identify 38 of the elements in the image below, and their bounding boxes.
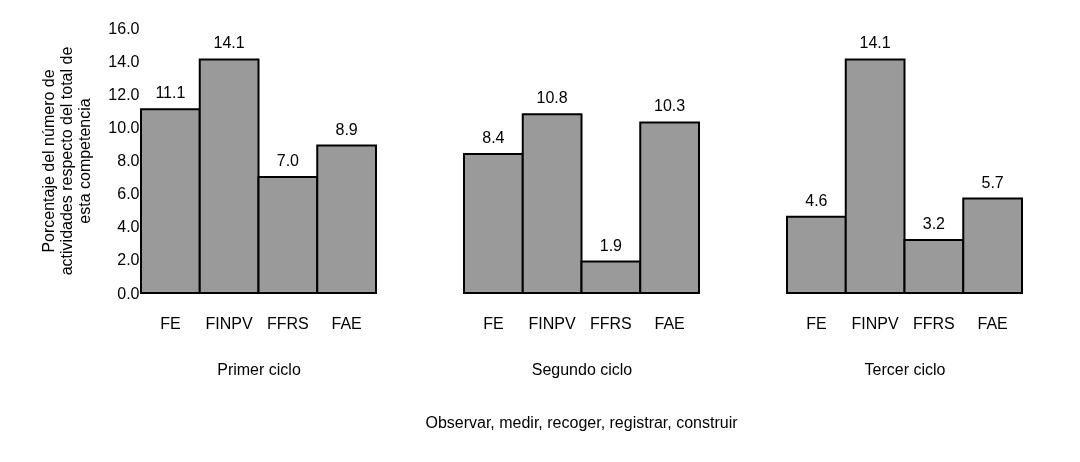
data-label: 1.9 (599, 236, 623, 254)
data-label: 4.6 (805, 191, 828, 209)
data-label: 3.2 (922, 215, 946, 232)
y-tick-label: 4.0 (117, 218, 140, 236)
x-tick-label: FAE (654, 314, 685, 332)
data-label: 8.4 (482, 128, 505, 146)
data-label: 11.1 (155, 84, 186, 102)
y-tick-label: 12.0 (108, 85, 140, 103)
x-tick-label: FE (483, 314, 504, 332)
data-label: 14.1 (859, 34, 891, 52)
x-axis-title: Tercer ciclo (864, 360, 946, 378)
x-axis-title: Primer ciclo (217, 360, 301, 378)
x-tick-label: FAE (977, 314, 1008, 332)
x-tick-label: FE (160, 314, 181, 332)
y-tick-label: 8.0 (117, 152, 140, 169)
data-label: 5.7 (981, 173, 1004, 191)
x-tick-label: FINPV (528, 314, 577, 332)
x-tick-label: FINPV (205, 314, 254, 332)
text: Observar, medir, recoger, registrar, construir (425, 414, 739, 431)
x-tick-label: FFRS (266, 314, 309, 332)
y-tick-label: 16.0 (108, 19, 140, 37)
x-tick-label: FFRS (912, 314, 955, 332)
x-tick-label: FAE (331, 314, 362, 332)
x-tick-label: FINPV (851, 314, 900, 332)
data-label: 14.1 (213, 34, 245, 52)
y-tick-label: 0.0 (117, 284, 140, 302)
x-tick-label: FE (806, 314, 827, 332)
y-axis-title: Porcentaje del número de actividades respecto del total de esta competencia (40, 46, 94, 276)
x-axis-title: Segundo ciclo (531, 360, 633, 378)
data-label: 7.0 (276, 152, 300, 170)
y-tick-label: 2.0 (117, 251, 140, 269)
y-tick-label: 14.0 (108, 52, 140, 70)
y-tick-label: 10.0 (108, 118, 140, 136)
y-tick-label: 6.0 (117, 185, 140, 203)
data-label: 8.9 (335, 120, 358, 138)
data-label: 10.3 (654, 97, 686, 115)
x-tick-label: FFRS (589, 314, 632, 332)
data-label: 10.8 (536, 89, 568, 107)
